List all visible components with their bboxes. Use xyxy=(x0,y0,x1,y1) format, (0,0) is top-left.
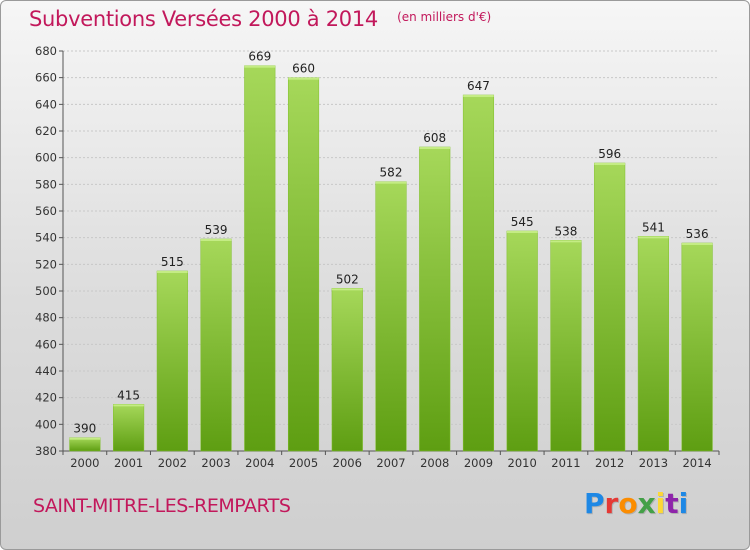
y-tick-label: 660 xyxy=(35,71,57,85)
x-tick-label: 2001 xyxy=(114,456,143,470)
bar-highlight xyxy=(157,271,188,273)
bar-highlight xyxy=(638,236,669,239)
data-label: 608 xyxy=(423,131,446,145)
data-label: 415 xyxy=(117,388,140,402)
x-tick-label: 2002 xyxy=(158,456,187,470)
x-tick-label: 2011 xyxy=(551,456,580,470)
chart-subtitle: (en milliers d'€) xyxy=(397,10,492,24)
y-tick-label: 400 xyxy=(35,417,57,431)
logo-letter: P xyxy=(584,487,605,520)
bar-highlight xyxy=(419,147,451,149)
data-label: 647 xyxy=(467,79,490,93)
bar-highlight xyxy=(375,181,407,184)
x-tick-label: 2004 xyxy=(245,456,274,470)
bar xyxy=(156,270,188,452)
bar-highlight xyxy=(69,437,101,440)
x-tick-label: 2003 xyxy=(201,456,230,470)
axis-layer: 380 400 420 440 460 480 500 520 540 560 580 600 620 6… xyxy=(35,44,720,470)
bar-layer xyxy=(69,65,713,452)
label-layer: 390 415 515 539 669 660 502 582 608 647 545 538 596 5… xyxy=(73,50,708,436)
bar xyxy=(681,242,713,452)
x-tick-label: 2007 xyxy=(376,456,405,470)
data-label: 541 xyxy=(642,220,665,234)
logo-letter: i xyxy=(655,487,666,520)
x-tick-label: 2013 xyxy=(639,456,668,470)
data-label: 660 xyxy=(292,62,315,76)
bar xyxy=(637,236,669,452)
bar xyxy=(200,238,232,452)
bar-highlight xyxy=(506,231,538,233)
x-tick-label: 2005 xyxy=(289,456,318,470)
x-tick-label: 2014 xyxy=(682,456,711,470)
bar-highlight xyxy=(200,239,232,241)
y-tick-label: 560 xyxy=(35,204,57,218)
bar xyxy=(244,65,276,452)
title-row: Subventions Versées 2000 à 2014 (en mill… xyxy=(29,7,491,31)
proxiti-logo[interactable]: Proxiti xyxy=(584,487,688,520)
bar-highlight xyxy=(288,77,319,80)
bar-highlight xyxy=(331,288,363,291)
y-tick-label: 420 xyxy=(35,391,57,405)
data-label: 536 xyxy=(686,227,709,241)
data-label: 596 xyxy=(598,147,621,161)
y-tick-label: 500 xyxy=(35,284,57,298)
bar-highlight xyxy=(113,404,144,407)
x-tick-label: 2012 xyxy=(595,456,624,470)
y-tick-label: 520 xyxy=(35,257,57,271)
bar-highlight xyxy=(594,163,625,165)
x-tick-label: 2008 xyxy=(420,456,449,470)
bar xyxy=(462,94,495,452)
x-tick-label: 2006 xyxy=(333,456,362,470)
y-tick-label: 680 xyxy=(35,44,57,58)
data-label: 545 xyxy=(511,215,534,229)
bar-highlight xyxy=(244,65,276,68)
x-tick-label: 2010 xyxy=(508,456,537,470)
y-tick-label: 540 xyxy=(35,231,57,245)
y-tick-label: 600 xyxy=(35,151,57,165)
data-label: 390 xyxy=(73,422,96,436)
bar xyxy=(594,162,626,452)
data-label: 502 xyxy=(336,272,359,286)
logo-letter: i xyxy=(678,487,689,520)
y-tick-label: 380 xyxy=(35,444,57,458)
y-tick-label: 580 xyxy=(35,177,57,191)
bar xyxy=(506,230,538,452)
data-label: 539 xyxy=(205,223,228,237)
x-tick-label: 2000 xyxy=(70,456,99,470)
data-label: 515 xyxy=(161,255,184,269)
logo-letter: r xyxy=(604,487,619,520)
bar-highlight xyxy=(550,240,582,243)
bar-highlight xyxy=(463,95,494,97)
y-tick-label: 460 xyxy=(35,337,57,351)
logo-letter: t xyxy=(665,487,679,520)
data-label: 582 xyxy=(380,166,403,180)
chart-title: Subventions Versées 2000 à 2014 xyxy=(29,7,378,31)
bar xyxy=(113,404,145,452)
data-label: 538 xyxy=(554,224,577,238)
logo-letter: x xyxy=(637,487,656,520)
commune-name: SAINT-MITRE-LES-REMPARTS xyxy=(33,495,291,517)
logo-letter: o xyxy=(618,487,638,520)
y-tick-label: 640 xyxy=(35,97,57,111)
data-label: 669 xyxy=(248,50,271,64)
y-tick-label: 620 xyxy=(35,124,57,138)
bar xyxy=(331,288,363,452)
bar xyxy=(375,181,407,452)
y-tick-label: 480 xyxy=(35,311,57,325)
bar xyxy=(287,77,320,452)
y-tick-label: 440 xyxy=(35,364,57,378)
x-tick-label: 2009 xyxy=(464,456,493,470)
bar xyxy=(550,240,582,452)
bar-highlight xyxy=(681,243,713,245)
bar xyxy=(419,146,451,452)
